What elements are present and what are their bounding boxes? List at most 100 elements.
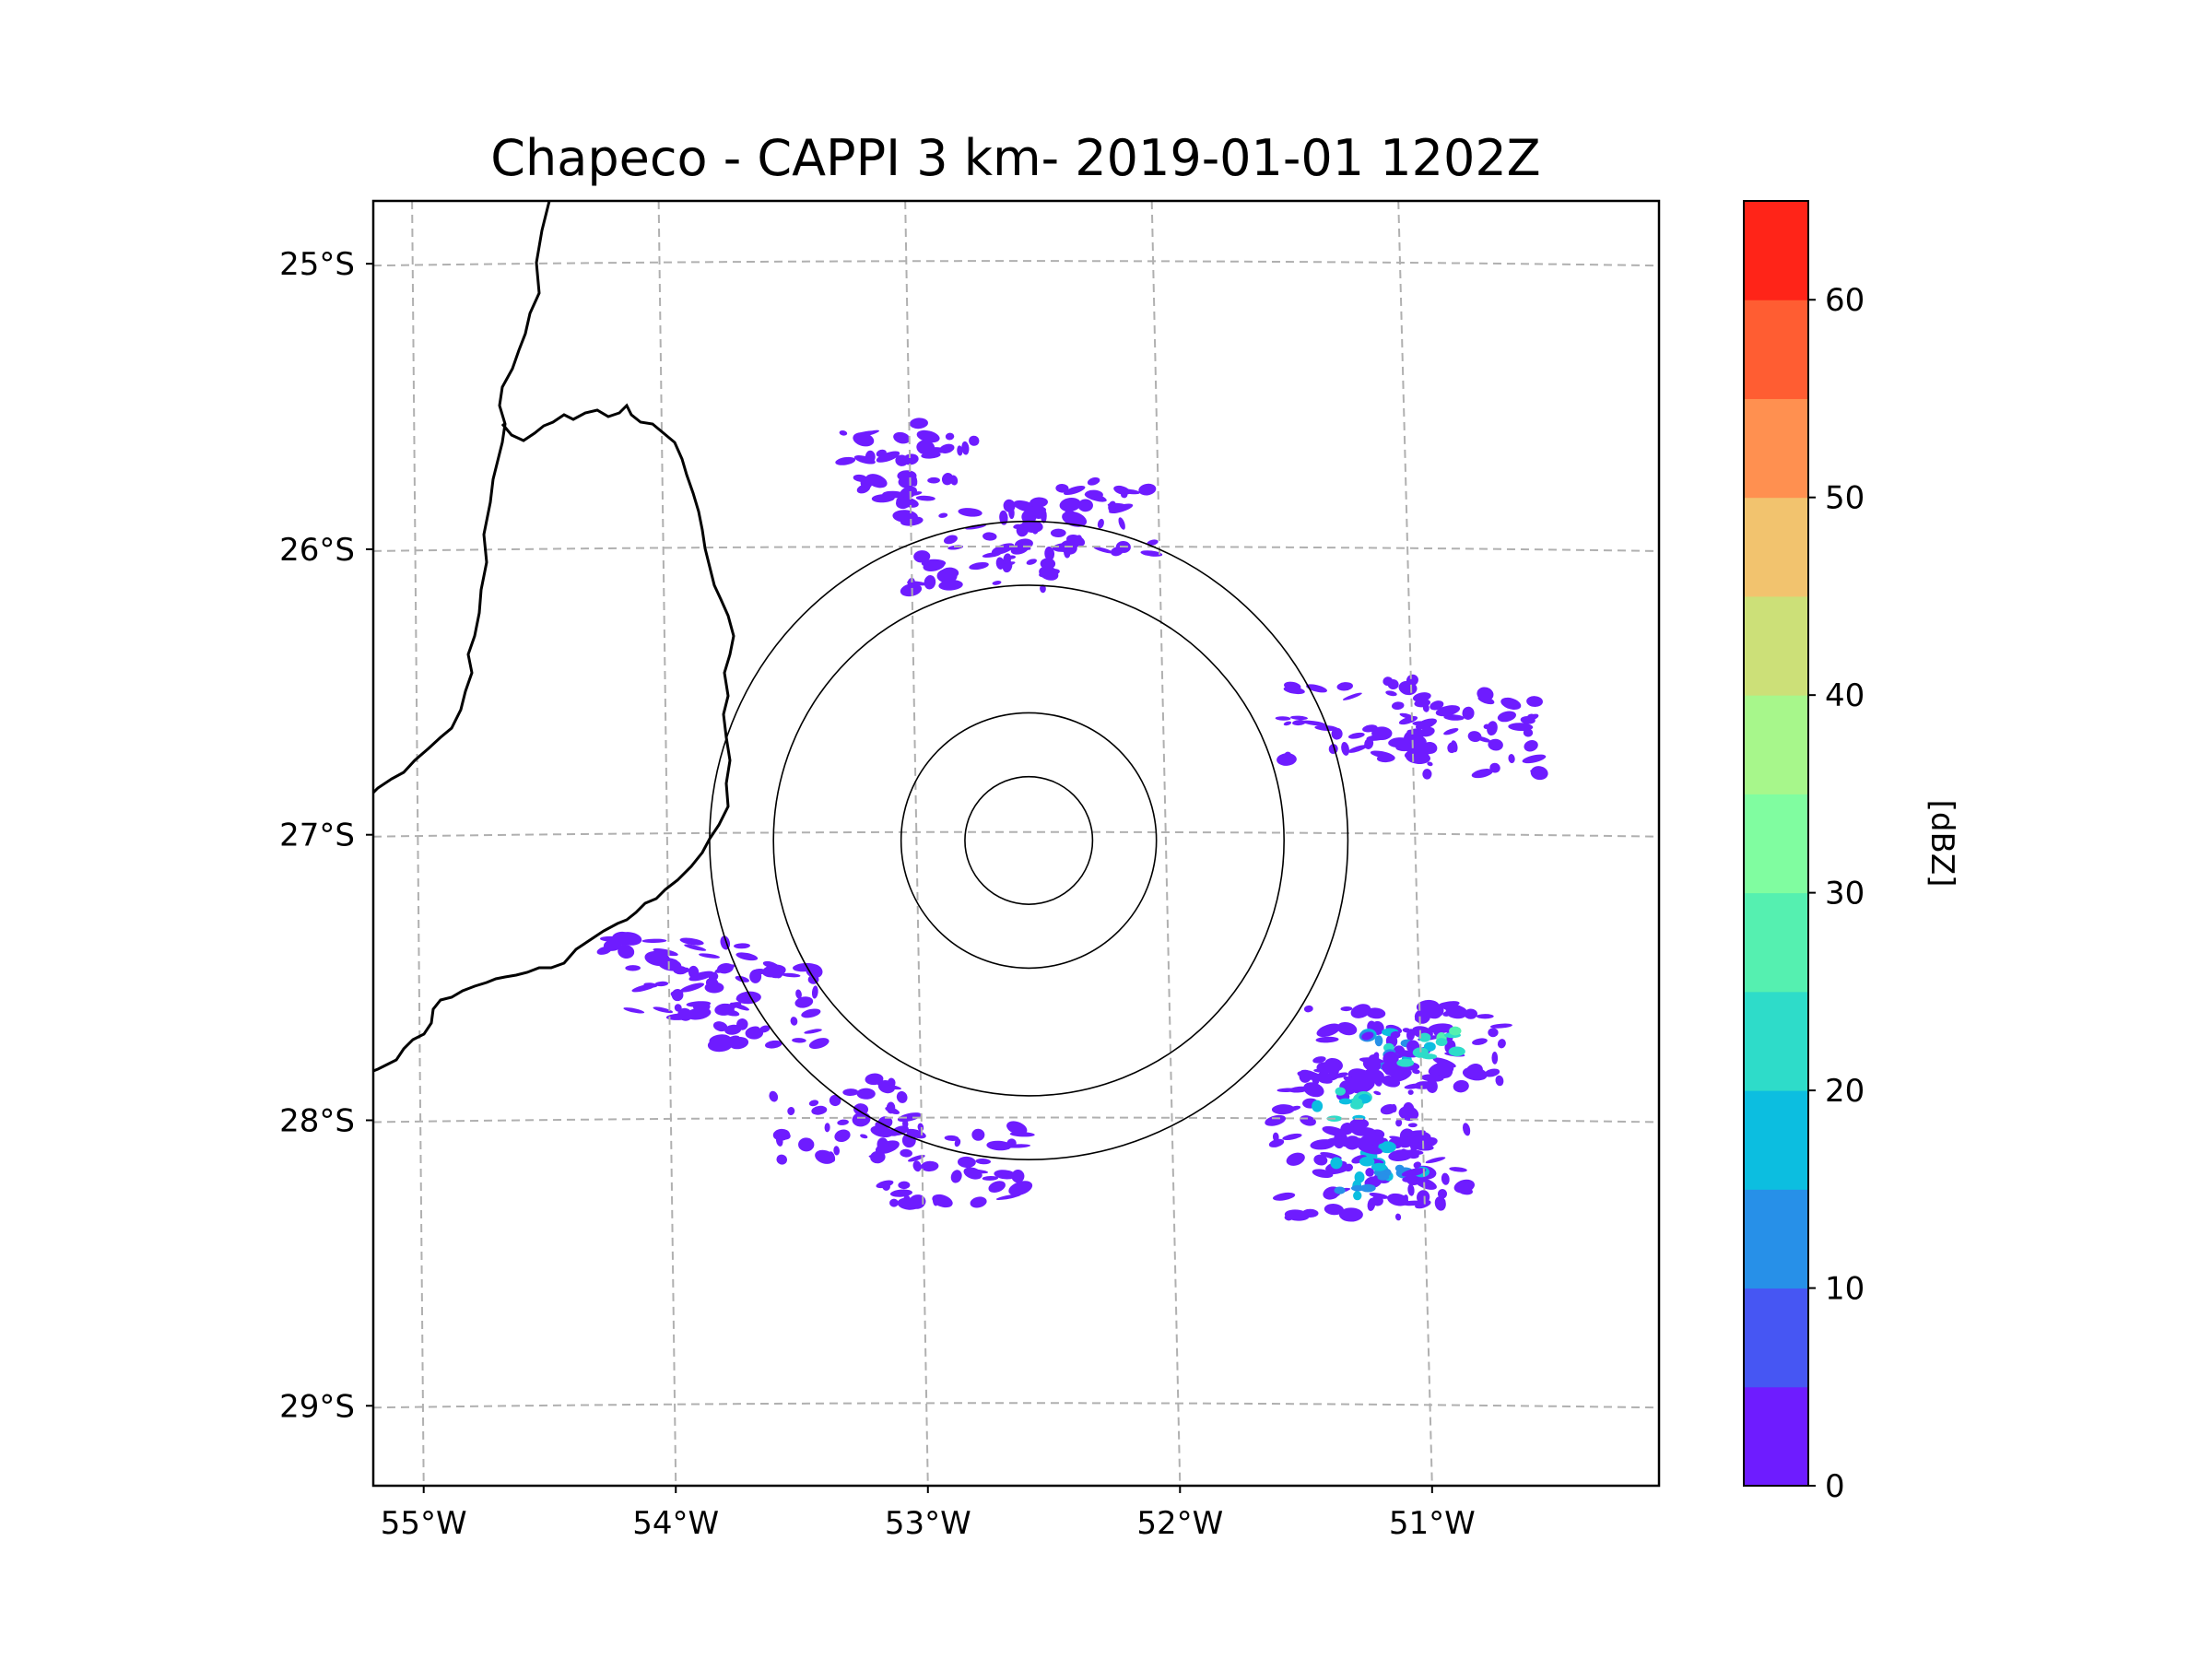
echo-core — [1449, 1026, 1462, 1036]
echo-speck — [1350, 1137, 1372, 1147]
echo-speck — [982, 552, 1002, 559]
echo-speck — [938, 512, 948, 518]
echo-speck — [921, 1160, 939, 1172]
echo-speck — [1437, 1189, 1448, 1199]
echo-speck — [1341, 741, 1349, 756]
echo-speck — [1312, 1075, 1320, 1085]
echo-speck — [1462, 706, 1475, 720]
echo-speck — [631, 983, 656, 993]
colorbar-block — [1744, 991, 1808, 1091]
echo-core — [1435, 1038, 1448, 1047]
echo-speck — [1324, 1204, 1344, 1216]
echo-speck — [1412, 1068, 1420, 1075]
echo-speck — [897, 1112, 922, 1123]
echo-speck — [1508, 754, 1515, 764]
figure-title: Chapeco - CAPPI 3 km- 2019-01-01 1202Z — [490, 129, 1540, 187]
echo-speck — [1003, 553, 1012, 565]
echo-speck — [641, 938, 667, 944]
echo-speck — [1406, 674, 1418, 687]
echo-speck — [1331, 727, 1343, 740]
echo-speck — [1365, 1168, 1374, 1177]
echo-speck — [1381, 1076, 1401, 1088]
echo-core — [1330, 1157, 1343, 1170]
colorbar-tick-label: 60 — [1825, 282, 1865, 319]
colorbar-block — [1744, 1386, 1808, 1487]
colorbar-tick-label: 30 — [1825, 876, 1865, 912]
parallel-line — [373, 1116, 1659, 1124]
echo-speck — [704, 982, 724, 994]
echo-speck — [1374, 1130, 1382, 1136]
echo-speck — [795, 989, 802, 999]
echo-speck — [1344, 1163, 1353, 1172]
echo-speck — [1382, 677, 1394, 687]
meridian-line — [657, 201, 677, 1486]
echo-speck — [1283, 721, 1292, 726]
echo-speck — [728, 1037, 749, 1050]
echo-speck — [1044, 547, 1055, 561]
echo-speck — [1402, 1175, 1418, 1182]
echo-core — [1394, 1164, 1405, 1172]
echo-speck — [625, 965, 641, 971]
echo-speck — [853, 432, 875, 447]
echo-speck — [1407, 1089, 1414, 1095]
echo-speck — [991, 543, 1015, 555]
echo-speck — [1108, 500, 1117, 512]
echo-cell — [1003, 477, 1163, 565]
echo-speck — [1508, 723, 1534, 732]
echo-speck — [1497, 1039, 1506, 1049]
echo-core — [1371, 1162, 1387, 1171]
echo-core — [1423, 1041, 1436, 1052]
echo-speck — [1272, 1192, 1296, 1201]
echo-speck — [1347, 745, 1368, 753]
echo-speck — [1040, 584, 1046, 594]
echo-speck — [957, 1156, 976, 1169]
echo-speck — [1062, 511, 1088, 527]
echo-speck — [1076, 535, 1082, 543]
echo-speck — [944, 1135, 959, 1141]
echo-speck — [877, 1137, 888, 1151]
echo-speck — [692, 1002, 707, 1012]
echo-speck — [908, 1194, 926, 1209]
echo-speck — [882, 490, 905, 499]
echo-speck — [1401, 1168, 1427, 1177]
echo-speck — [1445, 1005, 1468, 1019]
echo-speck — [975, 1158, 992, 1165]
colorbar-tick-label: 0 — [1825, 1468, 1845, 1505]
echo-speck — [945, 432, 955, 441]
echo-speck — [868, 1154, 885, 1159]
echo-speck — [794, 996, 814, 1008]
meridian-line — [1150, 201, 1182, 1486]
echo-speck — [1040, 558, 1056, 570]
lat-tick-label: 27°S — [279, 818, 355, 854]
latitude-tick-labels: 25°S 26°S 27°S 28°S 29°S — [279, 246, 373, 1425]
echo-speck — [824, 1123, 830, 1133]
echo-speck — [835, 456, 856, 465]
echo-core — [1359, 1157, 1375, 1167]
echo-speck — [712, 1021, 728, 1032]
echo-speck — [798, 1137, 815, 1152]
echo-core — [1448, 1046, 1465, 1057]
echo-speck — [808, 1100, 819, 1107]
echo-cell — [1272, 1131, 1438, 1222]
colorbar-block — [1744, 892, 1808, 993]
echo-speck — [679, 937, 704, 946]
echo-speck — [1301, 720, 1326, 726]
lon-tick-label: 52°W — [1136, 1505, 1223, 1542]
echo-speck — [1435, 1005, 1444, 1017]
lon-tick-label: 54°W — [632, 1505, 719, 1542]
colorbar-block — [1744, 497, 1808, 597]
echo-speck — [971, 1128, 985, 1141]
echo-speck — [1009, 1132, 1035, 1137]
echo-speck — [1087, 477, 1100, 486]
echo-speck — [1059, 497, 1081, 512]
echo-speck — [1407, 1183, 1415, 1196]
echo-speck — [889, 1189, 913, 1197]
colorbar: 0 10 20 30 40 50 60 [dBZ] — [1743, 200, 1960, 1505]
echo-speck — [1451, 740, 1458, 753]
echo-speck — [992, 581, 1002, 585]
echo-speck — [684, 944, 707, 951]
echo-speck — [1077, 499, 1093, 512]
echo-speck — [913, 550, 931, 563]
lon-tick-label: 55°W — [381, 1505, 467, 1542]
echo-speck — [1021, 519, 1043, 534]
